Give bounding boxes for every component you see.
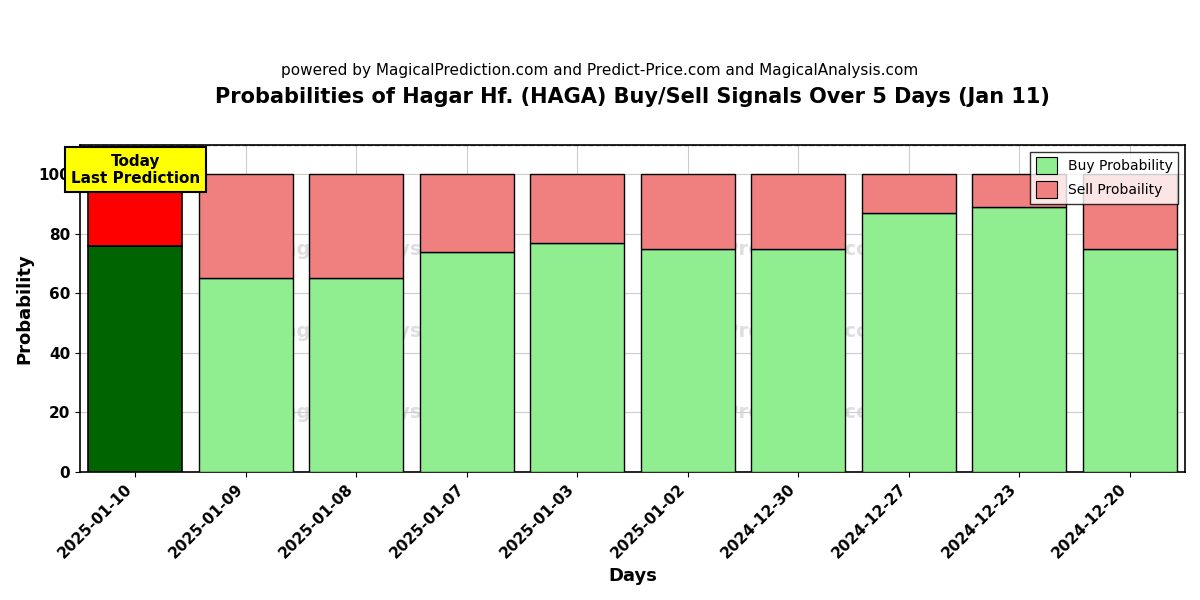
Bar — [199, 175, 293, 278]
Text: MagicalAnalysis.com: MagicalAnalysis.com — [264, 240, 492, 259]
Bar — [310, 175, 403, 278]
Title: Probabilities of Hagar Hf. (HAGA) Buy/Sell Signals Over 5 Days (Jan 11): Probabilities of Hagar Hf. (HAGA) Buy/Se… — [215, 87, 1050, 107]
Bar — [751, 175, 845, 249]
Bar — [420, 175, 514, 252]
Bar — [420, 252, 514, 472]
Text: powered by MagicalPrediction.com and Predict-Price.com and MagicalAnalysis.com: powered by MagicalPrediction.com and Pre… — [281, 63, 919, 78]
Text: Today
Last Prediction: Today Last Prediction — [71, 154, 200, 186]
Text: MagicalPrediction.com: MagicalPrediction.com — [641, 322, 890, 341]
Bar — [89, 246, 182, 472]
Bar — [862, 175, 955, 213]
Legend: Buy Probability, Sell Probaility: Buy Probability, Sell Probaility — [1030, 152, 1178, 203]
Bar — [1082, 175, 1177, 249]
Bar — [530, 175, 624, 243]
Text: MagicalPrediction.com: MagicalPrediction.com — [641, 240, 890, 259]
Bar — [751, 249, 845, 472]
Bar — [972, 175, 1067, 207]
Bar — [530, 243, 624, 472]
Y-axis label: Probability: Probability — [14, 253, 32, 364]
Bar — [862, 213, 955, 472]
Bar — [199, 278, 293, 472]
Text: MagicalPrediction.com: MagicalPrediction.com — [641, 403, 890, 422]
Bar — [641, 249, 734, 472]
Bar — [1082, 249, 1177, 472]
Text: MagicalAnalysis.com: MagicalAnalysis.com — [264, 403, 492, 422]
Bar — [641, 175, 734, 249]
Text: MagicalAnalysis.com: MagicalAnalysis.com — [264, 322, 492, 341]
Bar — [89, 175, 182, 246]
Bar — [310, 278, 403, 472]
Bar — [972, 207, 1067, 472]
X-axis label: Days: Days — [608, 567, 656, 585]
